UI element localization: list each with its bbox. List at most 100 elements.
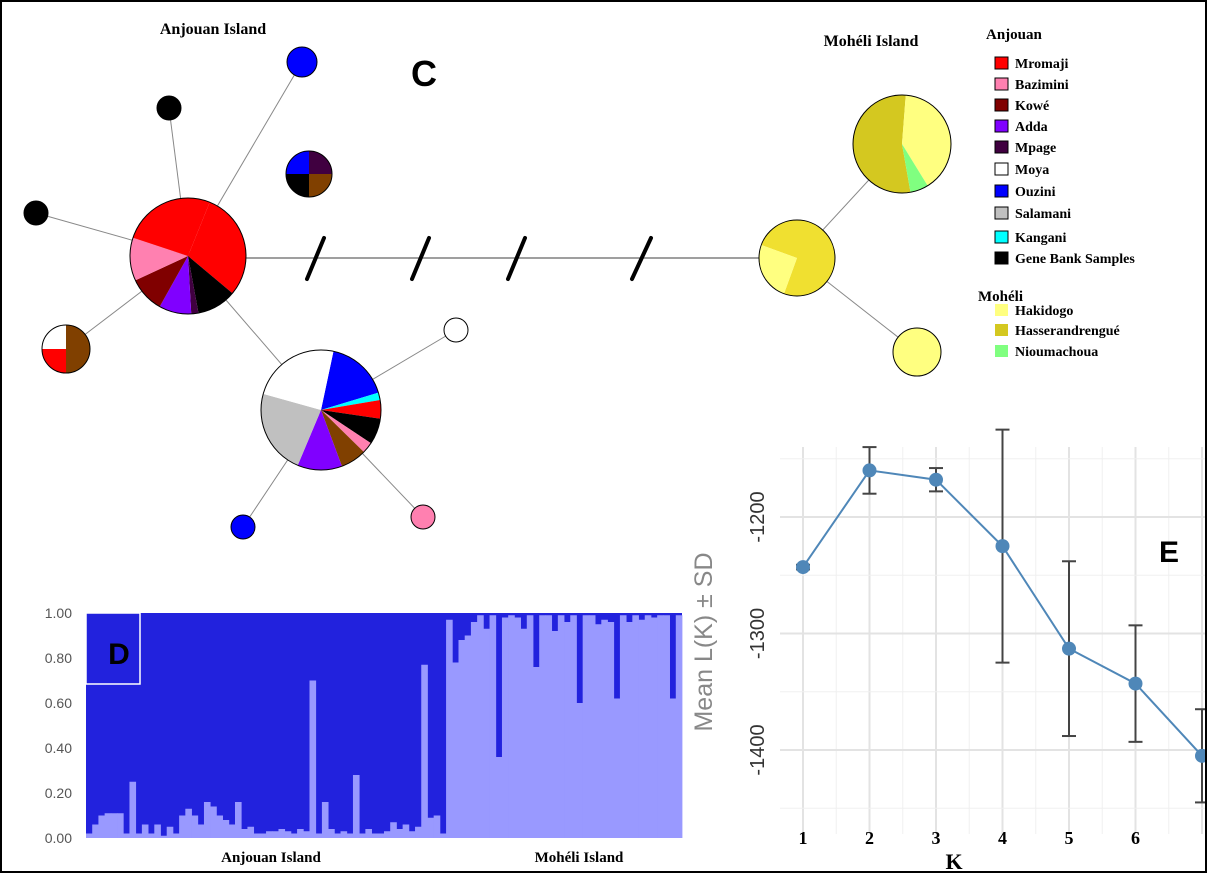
structure-bar xyxy=(433,815,441,838)
structure-bar xyxy=(160,835,168,838)
lk-point xyxy=(1062,641,1076,656)
barplot-y-ticks: 1.00 0.80 0.60 0.40 0.20 0.00 xyxy=(45,605,72,846)
lk-point xyxy=(929,472,943,487)
haplotype-slice xyxy=(410,504,436,530)
structure-bar xyxy=(576,703,584,838)
structure-bar xyxy=(352,775,360,838)
haplotype-slice xyxy=(321,399,382,419)
structure-bar xyxy=(290,833,298,838)
lk-y-ticks: -1200 -1300 -1400 xyxy=(747,491,769,775)
structure-bar xyxy=(216,815,223,838)
structure-bar xyxy=(501,617,509,838)
legend-swatch xyxy=(995,304,1008,316)
haplotype-slice xyxy=(42,325,66,349)
structure-bar xyxy=(464,635,472,838)
lk-x-ticks: 1 2 3 4 5 6 xyxy=(799,828,1141,848)
structure-bar xyxy=(545,615,553,838)
haplotype-slice xyxy=(309,151,332,174)
structure-bar xyxy=(557,615,565,838)
barplot-y-tick-label: 0.80 xyxy=(45,650,72,666)
haplotype-slice xyxy=(156,95,182,121)
structure-bar xyxy=(402,824,410,838)
structure-bar xyxy=(588,615,596,838)
legend-item-label: Salamani xyxy=(1015,207,1071,222)
haplotype-slice xyxy=(321,410,381,444)
structure-barplot: 1.00 0.80 0.60 0.40 0.20 0.00 D Anjouan Islan… xyxy=(45,605,683,866)
haplotype-slice xyxy=(159,256,192,315)
structure-bar xyxy=(570,615,577,838)
structure-bar xyxy=(526,615,534,838)
structure-bar xyxy=(191,815,199,838)
lk-x-tick-label: 4 xyxy=(998,828,1007,848)
haplotype-outline xyxy=(129,197,247,315)
legend-item-label: Ouzini xyxy=(1015,185,1056,200)
haplotype-slice xyxy=(230,514,256,540)
structure-bar xyxy=(427,817,435,838)
legend-item-label: Hasserandrengué xyxy=(1015,324,1120,339)
legend-swatch xyxy=(995,324,1008,336)
structure-bar xyxy=(595,624,602,838)
legend-swatch xyxy=(994,56,1009,70)
structure-bar xyxy=(564,622,571,838)
structure-bar xyxy=(179,815,186,838)
structure-bar xyxy=(607,622,615,838)
lk-point xyxy=(1128,676,1143,691)
legend-swatch xyxy=(994,98,1009,112)
haplotype-node xyxy=(852,94,952,194)
mutation-mark xyxy=(630,236,653,281)
structure-bar xyxy=(210,806,217,838)
legend-swatch xyxy=(994,251,1009,265)
panel-label-d-box xyxy=(85,612,141,685)
haplotype-node xyxy=(129,197,247,315)
haplotype-outline xyxy=(758,219,836,297)
structure-bar xyxy=(315,833,323,838)
structure-bar xyxy=(489,615,497,838)
structure-bar xyxy=(408,831,416,838)
haplotype-slice xyxy=(321,351,379,410)
structure-bar xyxy=(626,622,633,838)
structure-bar xyxy=(172,833,180,838)
structure-bar xyxy=(86,833,93,838)
haplotype-slice xyxy=(321,392,381,410)
haplotype-slice xyxy=(129,237,188,281)
legend-item-label: Gene Bank Samples xyxy=(1015,252,1135,267)
haplotype-slice xyxy=(853,95,911,193)
structure-bar xyxy=(321,802,329,838)
barplot-bars xyxy=(86,615,683,838)
haplotype-nodes xyxy=(23,46,952,540)
haplotype-node xyxy=(285,150,333,198)
structure-bar xyxy=(110,813,118,838)
barplot-y-tick-label: 0.20 xyxy=(45,785,72,801)
lk-x-tick-label: 1 xyxy=(799,828,808,848)
structure-bar xyxy=(98,815,106,838)
structure-bar xyxy=(675,615,683,838)
haplotype-outline xyxy=(852,94,952,194)
structure-bar xyxy=(123,833,130,838)
structure-bar xyxy=(477,615,484,838)
structure-bar xyxy=(272,831,279,838)
structure-bar xyxy=(241,829,248,838)
legend-swatch xyxy=(994,184,1009,198)
haplotype-slice xyxy=(132,198,210,256)
structure-bar xyxy=(632,615,639,838)
structure-bar xyxy=(185,808,192,838)
structure-bar xyxy=(346,833,354,838)
structure-bar xyxy=(377,833,385,838)
haplotype-slice xyxy=(286,151,309,174)
structure-bar xyxy=(650,617,658,838)
structure-bar xyxy=(166,826,174,838)
structure-bar xyxy=(483,628,490,838)
haplotype-node xyxy=(230,514,256,540)
legend-item-label: Bazimini xyxy=(1015,78,1069,93)
x-group-label-anjouan: Anjouan Island xyxy=(221,850,321,866)
haplotype-node xyxy=(758,219,836,297)
haplotype-outline xyxy=(41,324,91,374)
structure-bar xyxy=(619,615,627,838)
lk-y-tick-label: -1200 xyxy=(747,491,769,542)
lk-x-axis-label: K xyxy=(945,849,962,871)
structure-bar xyxy=(601,619,608,838)
barplot-y-tick-label: 0.60 xyxy=(45,695,72,711)
structure-bar xyxy=(278,829,286,838)
legend-swatch xyxy=(994,140,1009,154)
structure-bar xyxy=(141,824,149,838)
